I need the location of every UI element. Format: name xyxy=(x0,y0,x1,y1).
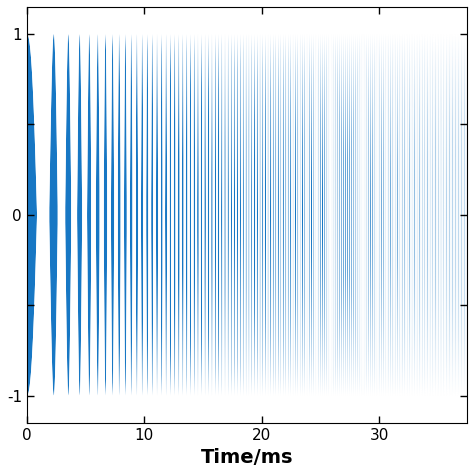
X-axis label: Time/ms: Time/ms xyxy=(201,448,293,467)
